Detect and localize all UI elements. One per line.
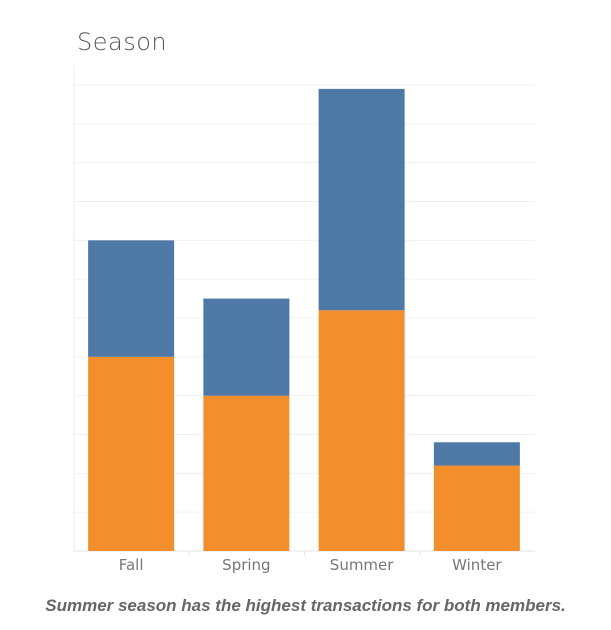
bar-segment-fall-1 (88, 240, 175, 357)
chart-title: Season (77, 28, 168, 56)
bar-segment-fall-0 (88, 356, 175, 551)
x-tick-label: Winter (452, 556, 502, 574)
stacked-bar-chart: Fall Spring Summer Winter (73, 66, 535, 574)
x-tick-label: Fall (119, 556, 144, 574)
chart-caption: Summer season has the highest transactio… (45, 596, 566, 615)
bar-segment-summer-0 (318, 310, 405, 551)
bar-segment-winter-0 (433, 465, 520, 551)
bar-segment-spring-1 (203, 298, 290, 396)
x-tick-label: Summer (330, 556, 394, 574)
bar-segment-spring-0 (203, 395, 290, 551)
bar-segment-winter-1 (433, 442, 520, 466)
x-tick-label: Spring (222, 556, 270, 574)
bar-segment-summer-1 (318, 88, 405, 311)
